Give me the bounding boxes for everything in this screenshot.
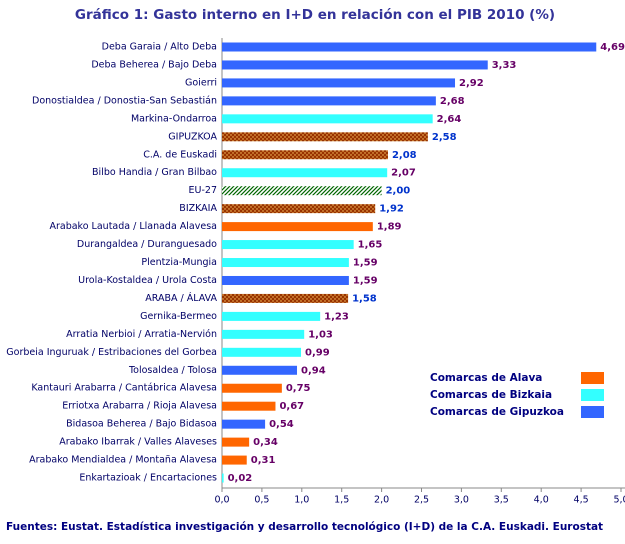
x-tick-label: 3,0 — [454, 495, 469, 506]
y-tick-label: Goierri — [185, 77, 217, 88]
bar — [222, 186, 382, 196]
value-label: 1,89 — [377, 222, 402, 233]
value-label: 2,92 — [459, 78, 484, 89]
y-tick-label: Bidasoa Beherea / Bajo Bidasoa — [66, 419, 217, 430]
value-label: 0,02 — [228, 473, 253, 484]
value-label: 4,69 — [600, 42, 625, 53]
y-tick-label: Arabako Ibarrak / Valles Alaveses — [59, 437, 217, 448]
x-tick-label: 0,5 — [254, 495, 269, 506]
value-label: 0,94 — [301, 365, 326, 376]
value-label: 0,75 — [286, 383, 311, 394]
value-label: 1,58 — [352, 293, 377, 304]
x-tick-label: 3,5 — [494, 495, 509, 506]
y-tick-label: Deba Garaia / Alto Deba — [102, 42, 217, 53]
value-label: 0,54 — [269, 419, 294, 430]
bar — [222, 204, 376, 214]
value-label: 2,68 — [440, 96, 465, 107]
y-tick-label: C.A. de Euskadi — [143, 149, 217, 160]
value-label: 0,31 — [251, 455, 276, 466]
bar — [222, 96, 436, 106]
bar — [222, 383, 282, 393]
y-tick-label: Arabako Lautada / Llanada Alavesa — [49, 221, 217, 232]
y-tick-label: Plentzia-Mungia — [141, 257, 217, 268]
legend-label: Comarcas de Alava — [430, 372, 542, 384]
legend-label: Comarcas de Bizkaia — [430, 389, 552, 401]
bar — [222, 60, 488, 70]
bar — [222, 437, 250, 447]
y-tick-label: Gorbeia Inguruak / Estribaciones del Gor… — [6, 347, 217, 358]
value-label: 1,23 — [324, 311, 349, 322]
y-tick-label: Donostialdea / Donostia-San Sebastián — [32, 95, 217, 106]
bar — [222, 240, 354, 250]
value-label: 2,07 — [391, 168, 416, 179]
legend-swatch — [581, 372, 604, 384]
value-label: 1,03 — [308, 329, 333, 340]
bar — [222, 311, 321, 321]
y-tick-label: Erriotxa Arabarra / Rioja Alavesa — [62, 401, 217, 412]
legend-swatch — [581, 406, 604, 418]
y-tick-label: GIPUZKOA — [168, 131, 217, 142]
x-tick-label: 1,5 — [334, 495, 349, 506]
value-label: 1,92 — [379, 204, 404, 215]
y-tick-label: Tolosaldea / Tolosa — [128, 365, 217, 376]
bar — [222, 132, 428, 142]
value-label: 2,58 — [432, 132, 457, 143]
y-tick-label: Deba Beherea / Bajo Deba — [91, 59, 217, 70]
y-tick-label: Arabako Mendialdea / Montaña Alavesa — [29, 455, 217, 466]
bar — [222, 365, 298, 375]
x-tick-label: 2,0 — [374, 495, 389, 506]
bar — [222, 78, 456, 88]
y-tick-label: BIZKAIA — [179, 203, 217, 214]
bar — [222, 455, 247, 465]
x-tick-label: 4,0 — [534, 495, 549, 506]
x-tick-label: 1,0 — [294, 495, 309, 506]
bar — [222, 473, 224, 483]
y-tick-label: Urola-Kostaldea / Urola Costa — [78, 275, 217, 286]
legend-swatch — [581, 389, 604, 401]
bar — [222, 419, 266, 429]
x-tick-label: 5,0 — [613, 495, 625, 506]
y-tick-label: Enkartazioak / Encartaciones — [79, 473, 217, 484]
footnote: Fuentes: Eustat. Estadística investigaci… — [6, 521, 603, 533]
bar — [222, 42, 597, 52]
value-label: 1,65 — [358, 240, 383, 251]
bar — [222, 275, 349, 285]
value-label: 1,59 — [353, 258, 378, 269]
bar — [222, 258, 349, 268]
x-tick-label: 4,5 — [574, 495, 589, 506]
y-tick-label: Arratia Nerbioi / Arratia-Nervión — [66, 329, 217, 340]
value-label: 1,59 — [353, 275, 378, 286]
bar — [222, 222, 373, 232]
bar — [222, 401, 276, 411]
bar — [222, 329, 305, 339]
y-tick-label: Kantauri Arabarra / Cantábrica Alavesa — [31, 383, 217, 394]
y-tick-label: EU-27 — [189, 185, 217, 196]
value-label: 0,34 — [253, 437, 278, 448]
bar — [222, 114, 433, 124]
y-tick-label: Durangaldea / Duranguesado — [77, 239, 217, 250]
value-label: 3,33 — [492, 60, 517, 71]
value-label: 0,99 — [305, 347, 330, 358]
y-tick-label: Gernika-Bermeo — [140, 311, 217, 322]
value-label: 0,67 — [279, 401, 304, 412]
y-tick-label: Bilbo Handia / Gran Bilbao — [92, 167, 217, 178]
bar — [222, 293, 349, 303]
bar — [222, 347, 302, 357]
bar — [222, 150, 388, 160]
value-label: 2,08 — [392, 150, 417, 161]
x-tick-label: 0,0 — [214, 495, 229, 506]
value-label: 2,64 — [437, 114, 462, 125]
legend-label: Comarcas de Gipuzkoa — [430, 406, 564, 418]
bar — [222, 168, 388, 178]
x-tick-label: 2,5 — [414, 495, 429, 506]
y-tick-label: ARABA / ÁLAVA — [145, 292, 217, 304]
y-tick-label: Markina-Ondarroa — [131, 113, 217, 124]
chart-title: Gráfico 1: Gasto interno en I+D en relac… — [75, 7, 555, 23]
value-label: 2,00 — [386, 186, 411, 197]
